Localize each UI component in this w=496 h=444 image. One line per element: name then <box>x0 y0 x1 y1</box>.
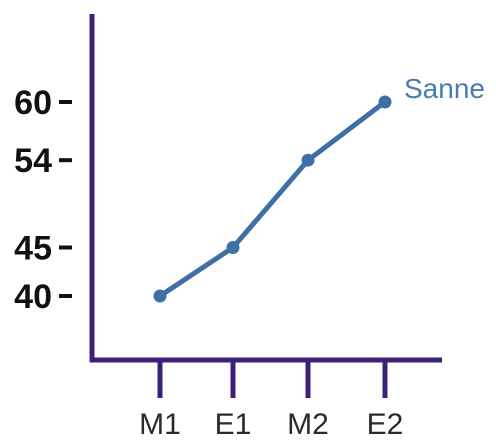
y-tick-label: 40 <box>14 278 52 316</box>
data-point <box>153 289 167 303</box>
y-tick-label: 54 <box>14 142 52 180</box>
x-tick-label: E2 <box>367 408 404 441</box>
y-tick-group: 40 45 54 60 <box>14 84 72 316</box>
series-label: Sanne <box>404 73 485 104</box>
series-group: Sanne <box>153 73 485 303</box>
y-tick-label: 45 <box>14 230 52 268</box>
x-tick-label: E1 <box>215 408 252 441</box>
y-tick-label: 60 <box>14 84 52 122</box>
data-point <box>378 95 392 109</box>
data-point <box>226 241 240 254</box>
x-tick-group: M1 E1 M2 E2 <box>139 360 403 441</box>
x-tick-label: M2 <box>287 408 329 441</box>
data-point <box>301 153 315 167</box>
series-line <box>157 99 388 299</box>
x-tick-label: M1 <box>139 408 181 441</box>
